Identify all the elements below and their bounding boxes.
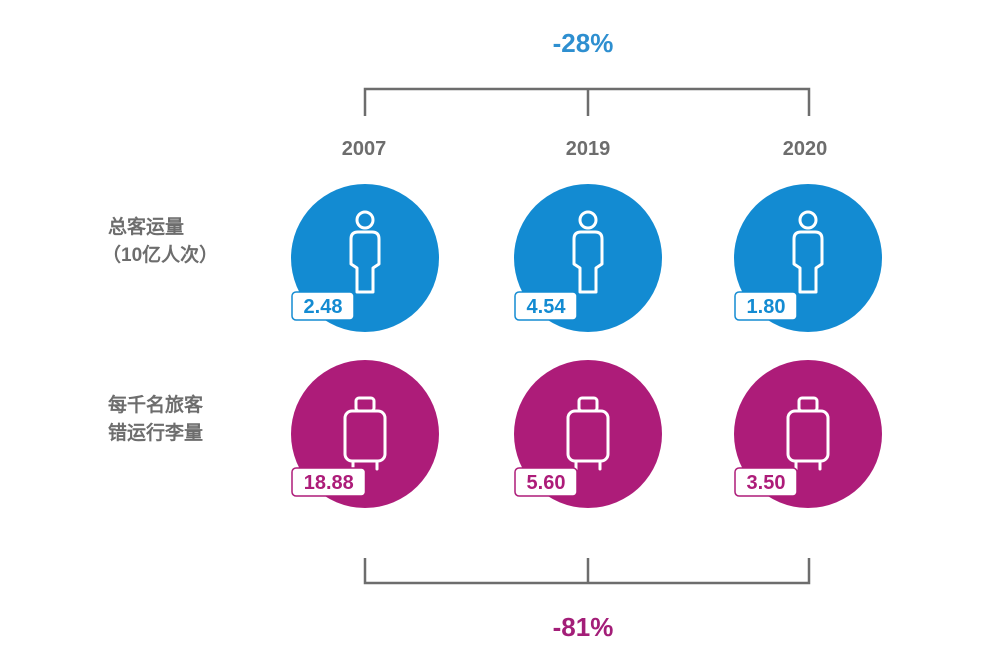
row-label-passengers: 总客运量 （10亿人次） [102, 214, 218, 270]
bags-value-2007: 18.88 [304, 472, 354, 494]
suitcase-icon [786, 396, 830, 471]
bag-change-label: -81% [552, 612, 614, 642]
top-bracket [363, 87, 811, 116]
row-label-passengers-line1: 总客运量 [108, 217, 185, 238]
bottom-bracket [363, 558, 811, 585]
row-label-passengers-line2: （10亿人次） [102, 245, 219, 266]
person-icon [349, 210, 381, 294]
passengers-value-2019: 4.54 [527, 296, 567, 318]
bags-value-2020: 3.50 [747, 472, 786, 494]
passenger-change-label: -28% [552, 28, 614, 58]
passengers-value-badge [291, 291, 355, 321]
row-label-bags-line2: 错运行李量 [108, 423, 204, 444]
passengers-value-badge [514, 291, 578, 321]
bags-circle-2007: 18.88 [291, 360, 439, 508]
bags-value-badge [291, 467, 367, 497]
circles-layer: 2.48 4.54 1.80 18.88 5.60 3.50 [291, 184, 882, 508]
year-2007-label: 2007 [341, 138, 387, 160]
year-2020-label: 2020 [782, 138, 828, 160]
passengers-value-2007: 2.48 [304, 296, 343, 318]
passengers-value-2020: 1.80 [747, 296, 786, 318]
bags-value-badge [734, 467, 798, 497]
person-icon [792, 210, 824, 294]
row-label-bags: 每千名旅客 错运行李量 [108, 392, 203, 448]
bags-value-2019: 5.60 [527, 472, 566, 494]
passengers-circle-2020: 1.80 [734, 184, 882, 332]
suitcase-icon [343, 396, 387, 471]
passengers-value-badge [734, 291, 798, 321]
bags-circle-2020: 3.50 [734, 360, 882, 508]
year-2019-label: 2019 [565, 138, 611, 160]
suitcase-icon [566, 396, 610, 471]
bags-value-badge [514, 467, 578, 497]
person-icon [572, 210, 604, 294]
row-label-bags-line1: 每千名旅客 [108, 395, 204, 416]
passengers-circle-2019: 4.54 [514, 184, 662, 332]
passengers-circle-2007: 2.48 [291, 184, 439, 332]
bags-circle-2019: 5.60 [514, 360, 662, 508]
